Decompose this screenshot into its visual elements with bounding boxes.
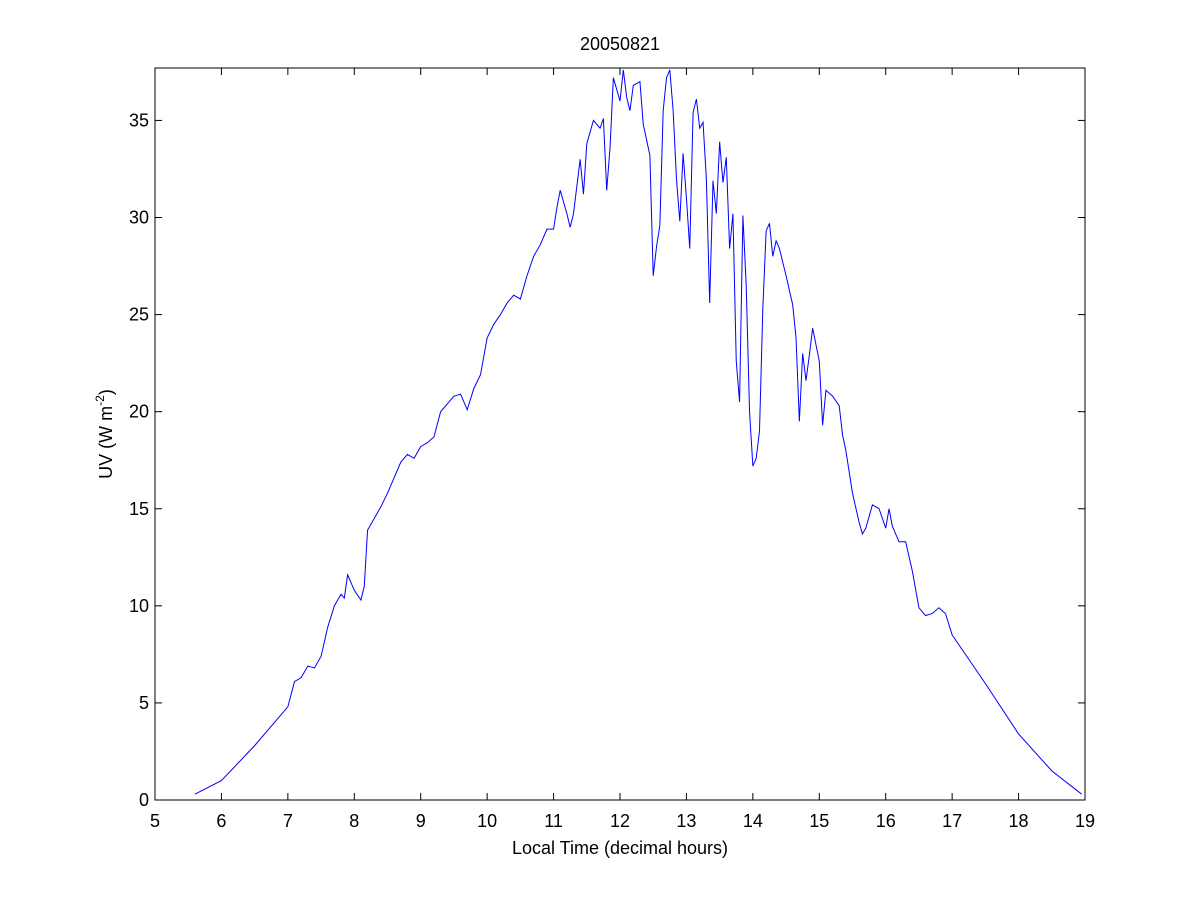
- y-tick-label: 25: [129, 305, 149, 325]
- x-tick-label: 19: [1075, 811, 1095, 831]
- y-tick-label: 30: [129, 208, 149, 228]
- data-line: [194, 69, 1082, 795]
- y-tick-label: 5: [139, 693, 149, 713]
- x-tick-label: 5: [150, 811, 160, 831]
- y-axis-label-text: UV (W m: [96, 406, 116, 479]
- x-tick-label: 7: [283, 811, 293, 831]
- y-axis-label: UV (W m-2): [93, 389, 116, 479]
- x-tick-label: 15: [809, 811, 829, 831]
- x-tick-label: 18: [1009, 811, 1029, 831]
- y-axis-label-sup: -2: [93, 395, 107, 406]
- x-tick-label: 12: [610, 811, 630, 831]
- y-axis-label-tail: ): [96, 389, 116, 395]
- y-tick-label: 20: [129, 402, 149, 422]
- x-tick-label: 9: [416, 811, 426, 831]
- x-tick-label: 13: [676, 811, 696, 831]
- x-tick-label: 14: [743, 811, 763, 831]
- x-tick-label: 8: [349, 811, 359, 831]
- x-axis-label: Local Time (decimal hours): [512, 838, 728, 858]
- x-tick-label: 6: [216, 811, 226, 831]
- x-tick-label: 10: [477, 811, 497, 831]
- y-tick-label: 10: [129, 596, 149, 616]
- plot-frame: [154, 67, 1086, 801]
- x-tick-label: 16: [876, 811, 896, 831]
- y-tick-label: 0: [139, 790, 149, 810]
- x-tick-label: 17: [942, 811, 962, 831]
- chart-title: 20050821: [580, 34, 660, 54]
- x-tick-label: 11: [544, 811, 563, 831]
- y-tick-label: 35: [129, 110, 149, 130]
- y-tick-label: 15: [129, 499, 149, 519]
